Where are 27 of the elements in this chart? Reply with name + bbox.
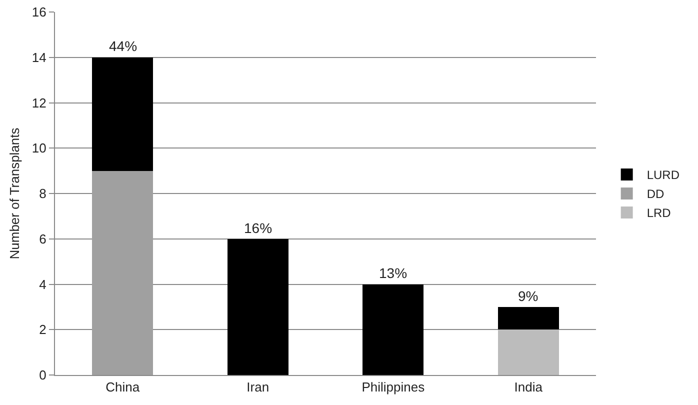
bar xyxy=(92,57,154,171)
y-tick-label: 2 xyxy=(39,322,46,338)
annotation: 9% xyxy=(518,288,538,304)
y-tick-label: 14 xyxy=(32,50,46,65)
x-tick-label: Iran xyxy=(246,380,270,395)
bar xyxy=(498,306,559,330)
y-tick-label: 6 xyxy=(39,231,46,246)
bar xyxy=(227,238,288,375)
y-tick-label: 8 xyxy=(39,186,46,202)
y-tick-label: 10 xyxy=(32,140,46,156)
legend-label: DD xyxy=(646,187,664,202)
annotation: 16% xyxy=(244,220,272,236)
legend-label: LURD xyxy=(646,168,680,182)
x-tick-label: China xyxy=(106,380,140,395)
bar xyxy=(92,170,154,375)
legend-label: LRD xyxy=(646,206,672,220)
y-tick-label: 4 xyxy=(39,276,46,292)
annotation: 13% xyxy=(379,265,408,281)
y-tick-label: 16 xyxy=(32,4,46,20)
x-tick-label: India xyxy=(514,380,544,395)
y-tick-label: 0 xyxy=(39,368,46,383)
bar xyxy=(498,330,559,375)
annotation: 44% xyxy=(109,38,138,54)
y-tick-label: 12 xyxy=(32,95,46,110)
bar xyxy=(362,284,424,375)
x-tick-label: Philippines xyxy=(362,380,426,395)
y-axis-title: Number of Transplants xyxy=(7,127,22,260)
